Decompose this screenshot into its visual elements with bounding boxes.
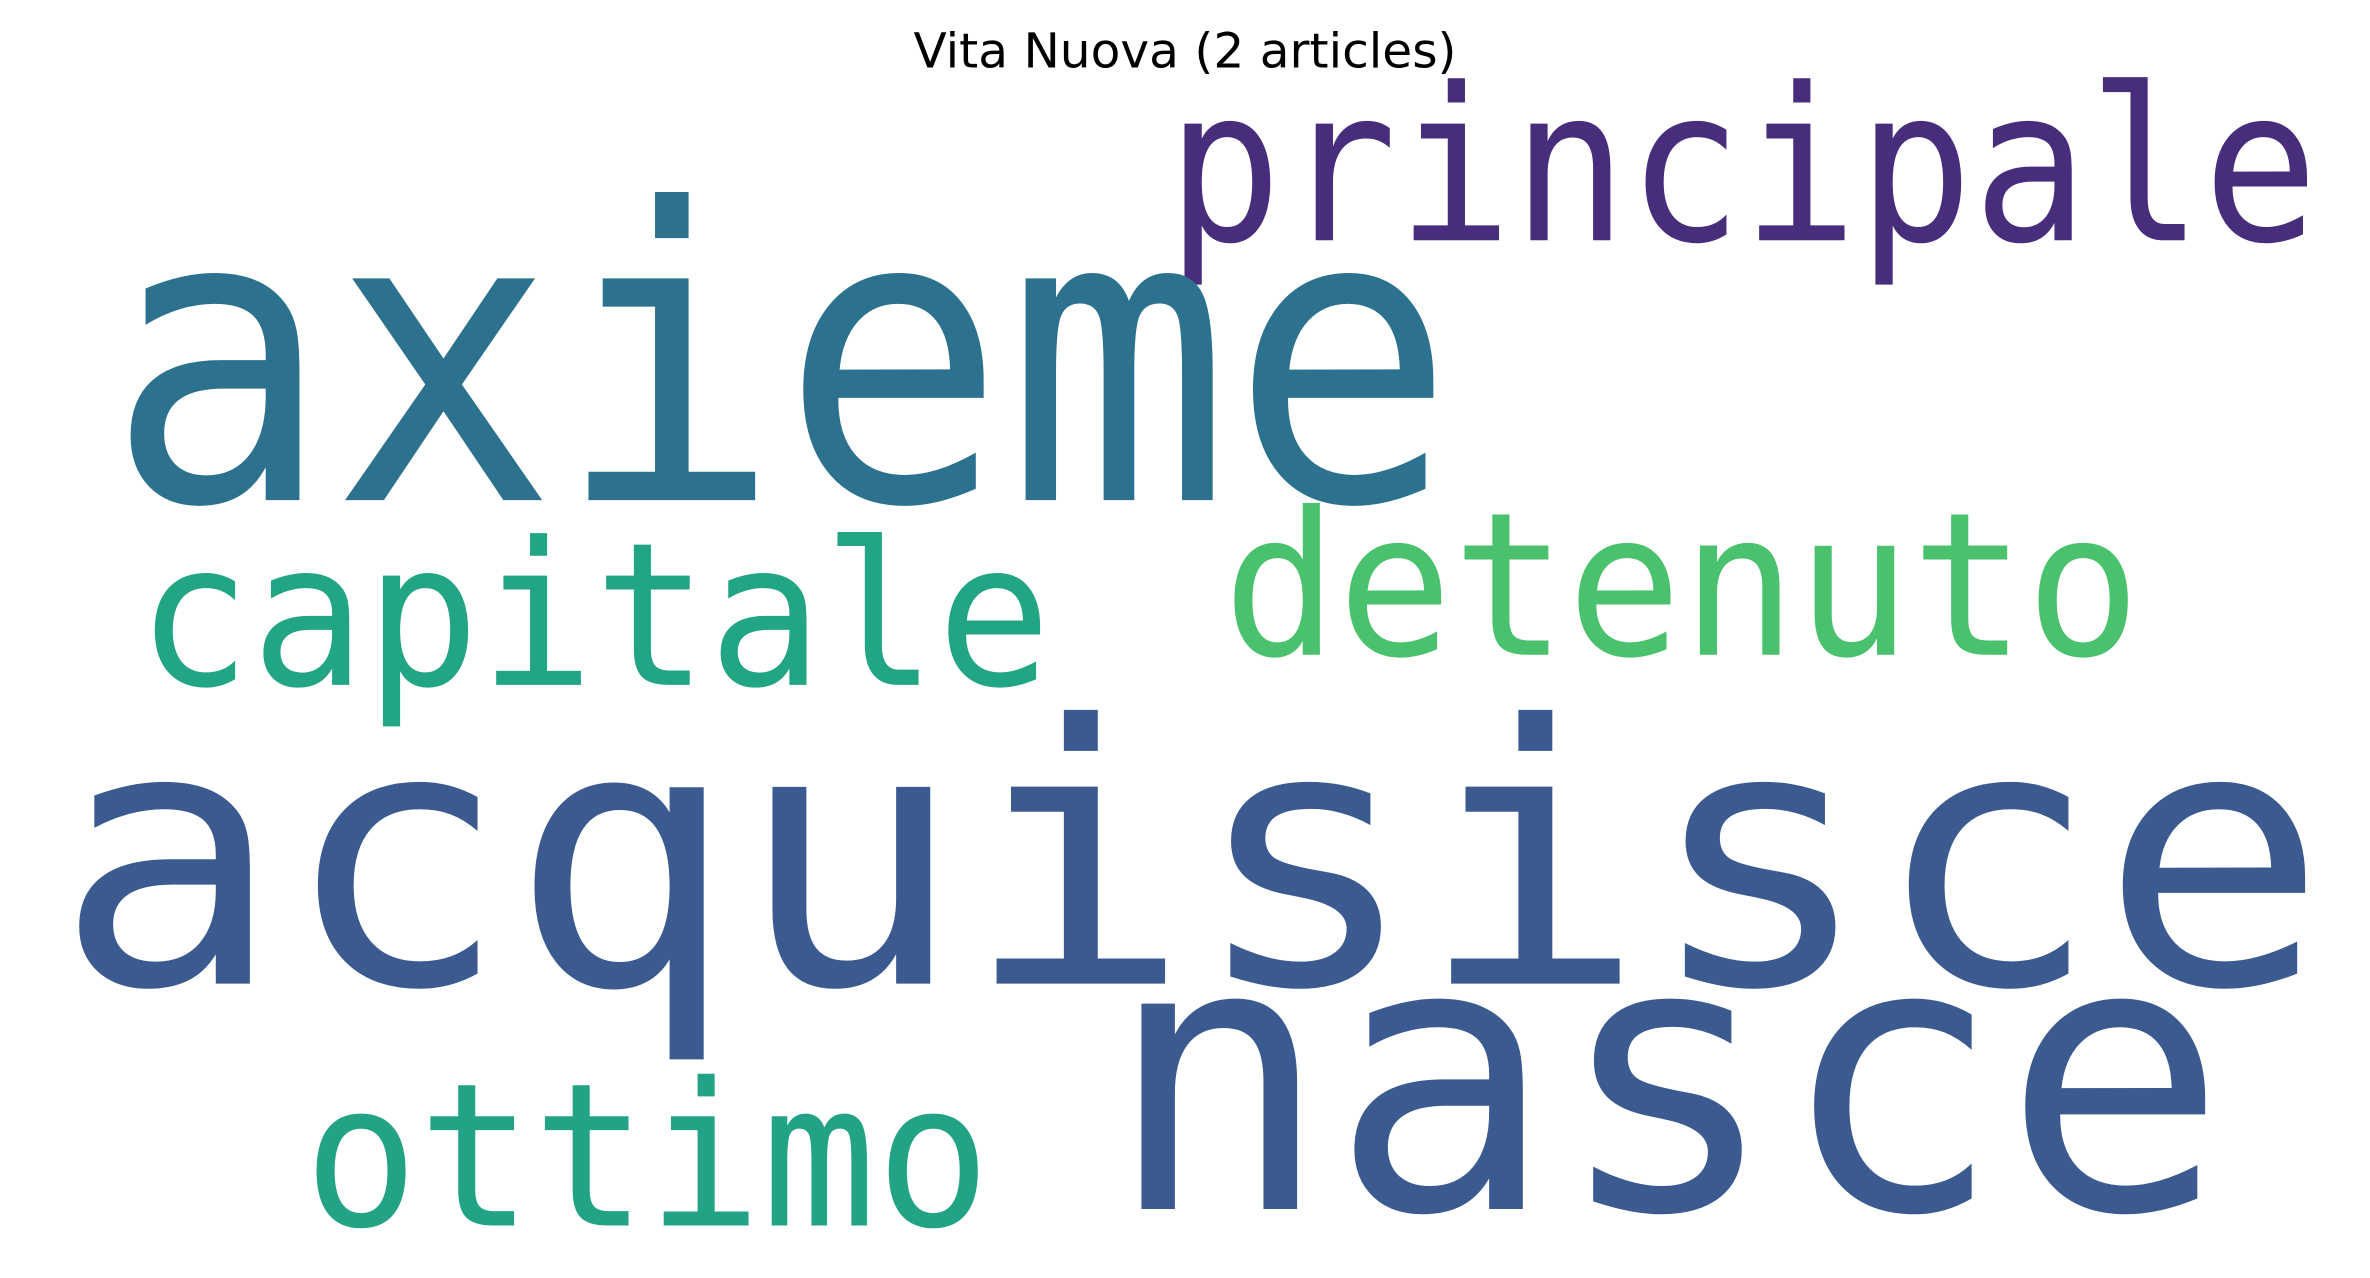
word-principale: principale bbox=[1167, 42, 2319, 291]
word-capitale: capitale bbox=[137, 501, 1052, 733]
word-acquisisce: acquisisce bbox=[55, 651, 2328, 1070]
word-detenuto: detenuto bbox=[1223, 471, 2141, 703]
word-ottimo: ottimo bbox=[304, 1042, 991, 1274]
word-nasce: nasce bbox=[1106, 861, 2227, 1278]
word-axieme: axieme bbox=[106, 124, 1455, 596]
figure-title: Vita Nuova (2 articles) bbox=[913, 22, 1457, 80]
